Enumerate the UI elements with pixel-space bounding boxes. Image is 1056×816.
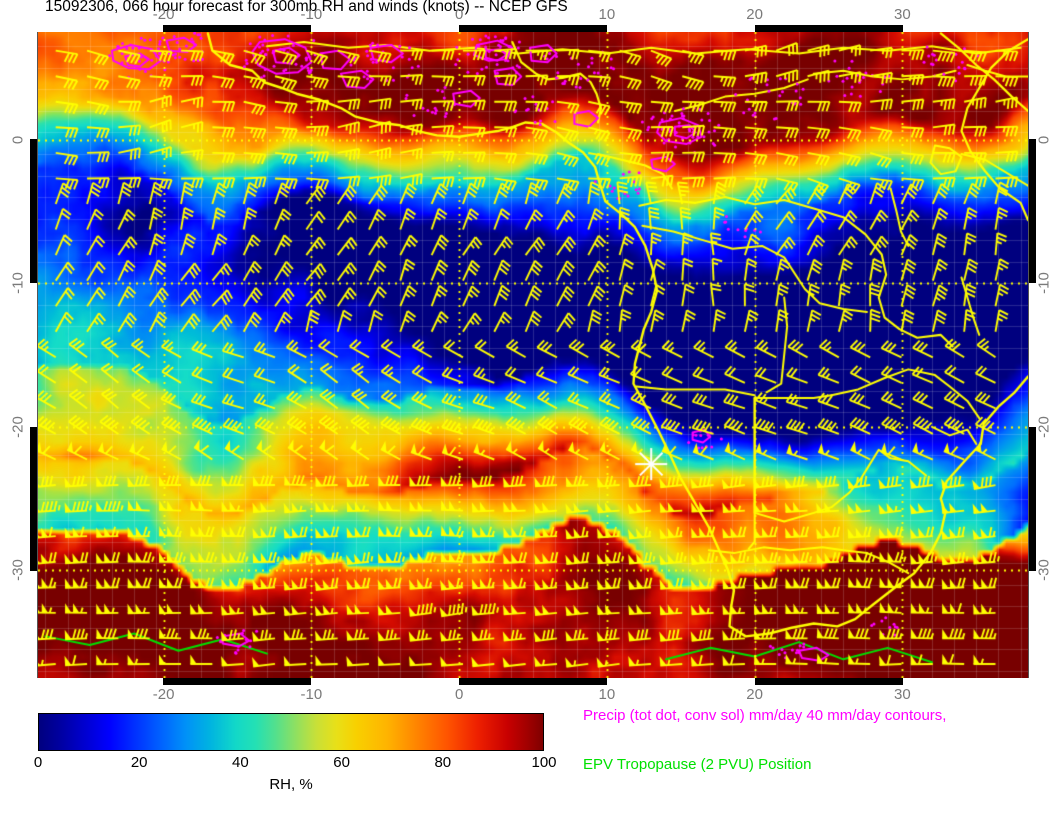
axis-segment [162,678,311,685]
axis-tick-label: 0 [1035,135,1053,144]
axis-bar-right [1029,31,1036,679]
axis-tick-label: 0 [454,6,464,23]
colorbar-label: RH, % [269,776,313,793]
axis-segment [458,25,608,32]
axis-tick-label: 0 [454,686,464,703]
axis-segment [1029,427,1036,571]
axis-tick-label: -20 [152,686,175,703]
colorbar-tick-label: 60 [333,754,350,771]
axis-tick-label: -10 [300,686,323,703]
axis-segment [162,25,311,32]
colorbar-tick-label: 0 [33,754,43,771]
colorbar-tick-label: 80 [434,754,452,771]
axis-tick-label: 30 [894,6,911,23]
axis-tick-label: 10 [598,6,616,23]
colorbar-tick-label: 20 [130,754,148,771]
axis-tick-label: -10 [9,272,27,295]
map-plot-area[interactable] [37,31,1029,679]
colorbar[interactable] [38,713,544,751]
legend-precip-text: Precip (tot dot, conv sol) mm/day 40 mm/… [583,707,947,724]
axis-tick-label: -20 [152,6,175,23]
rh-wind-map-canvas[interactable] [38,32,1028,678]
axis-segment [30,139,37,283]
axis-tick-label: -30 [9,559,27,582]
axis-tick-label: 20 [746,686,763,703]
axis-tick-label: -10 [1035,272,1053,295]
axis-segment [458,678,608,685]
axis-tick-label: -10 [300,6,323,23]
axis-tick-label: -20 [9,415,27,438]
colorbar-gradient [38,713,544,751]
axis-segment [1029,139,1036,283]
colorbar-tick-label: 40 [232,754,249,771]
axis-segment [30,427,37,571]
axis-bar-left [30,31,37,679]
legend-epv-text: EPV Tropopause (2 PVU) Position [583,756,812,773]
map-canvas-clip [38,32,1028,678]
axis-tick-label: 30 [894,686,911,703]
axis-bar-bottom [37,678,1029,685]
axis-tick-label: 0 [9,135,27,144]
plot-frame [37,31,1029,679]
page-title: 15092306, 066 hour forecast for 300mb RH… [45,0,568,15]
axis-tick-label: 20 [746,6,763,23]
axis-tick-label: -20 [1035,415,1053,438]
colorbar-tick-label: 100 [531,754,557,771]
axis-segment [755,25,904,32]
axis-bar-top [37,25,1029,32]
axis-tick-label: 10 [598,686,616,703]
axis-tick-label: -30 [1035,559,1053,582]
axis-segment [755,678,904,685]
